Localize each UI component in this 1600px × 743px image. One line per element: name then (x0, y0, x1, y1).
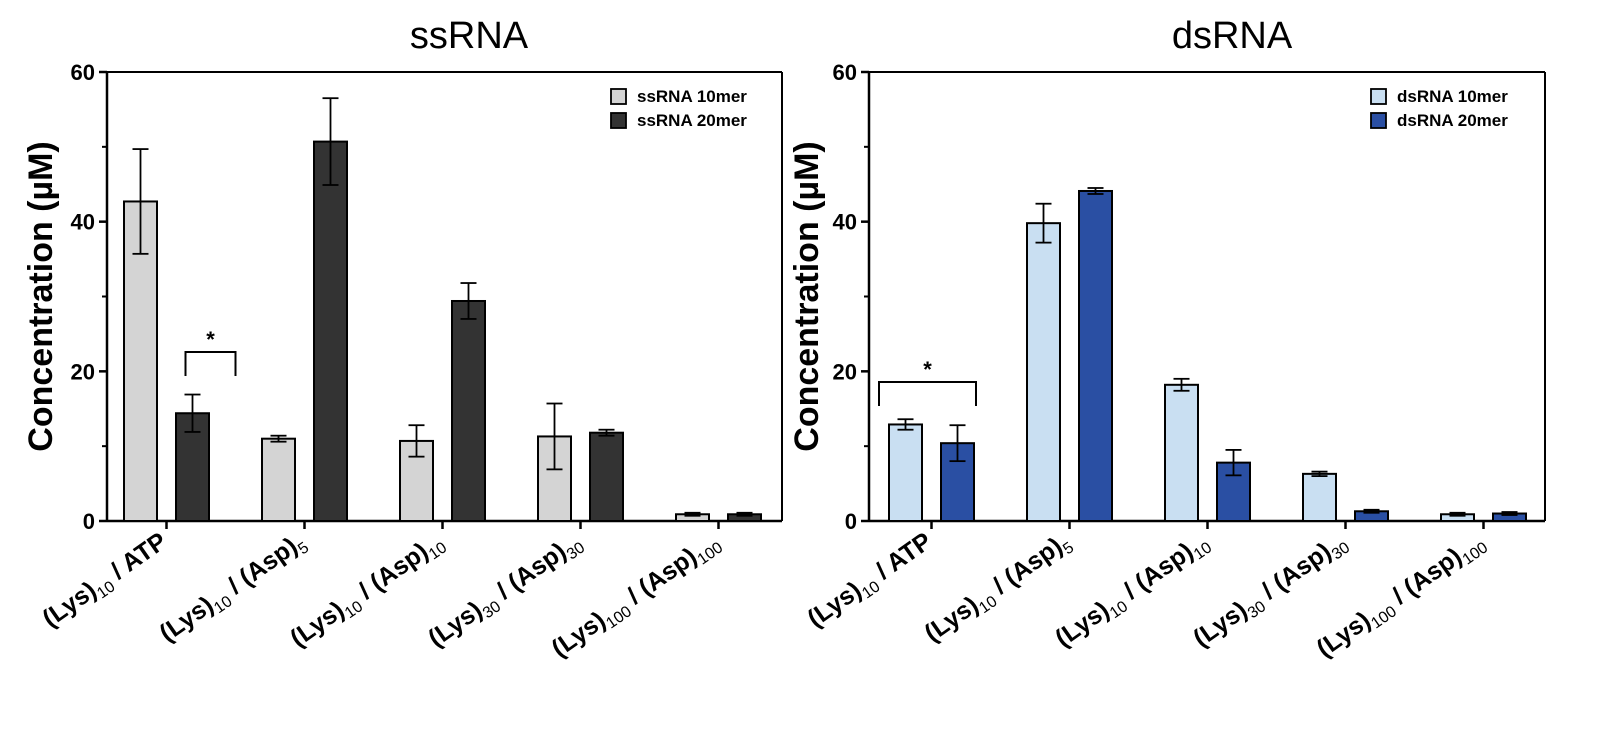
bar (261, 437, 296, 522)
legend-label: dsRNA 10mer (1397, 87, 1508, 106)
bar (1302, 472, 1337, 523)
legend-swatch (1370, 88, 1387, 105)
significance-bracket (878, 381, 977, 406)
legend-swatch (610, 88, 627, 105)
category-text: (Lys) (547, 606, 611, 663)
category-text: / (Asp) (486, 537, 571, 609)
y-axis-label: Concentration (µM) (22, 141, 60, 451)
category-text: / (Asp) (1382, 542, 1467, 614)
category-text: (Lys) (1050, 596, 1114, 653)
category-text: / (Asp) (348, 537, 433, 609)
y-tick-label: 0 (845, 509, 857, 534)
chart-title: dsRNA (1172, 15, 1293, 57)
bar (537, 435, 572, 522)
dsrna-chart-panel: dsRNA Concentration (µM) 0 20 40 60 (Lys)10 / … (788, 15, 1546, 663)
bar (1026, 222, 1061, 522)
category-text: / (Asp) (617, 542, 702, 614)
category-text: / (Asp) (1113, 537, 1198, 609)
category-text: (Lys) (423, 596, 487, 653)
significance-marker: * (206, 327, 215, 352)
y-tick-label: 0 (83, 509, 95, 534)
category-text: (Lys) (154, 591, 218, 648)
bar (1164, 383, 1199, 523)
bar (451, 299, 486, 522)
y-tick-label: 40 (833, 210, 857, 235)
chart-title: ssRNA (410, 15, 529, 57)
category-text: (Lys) (1312, 606, 1376, 663)
x-category-label: (Lys)10 / (Asp)10 (285, 527, 450, 656)
x-category-label: (Lys)10 / ATP (37, 527, 174, 636)
category-text: (Lys) (919, 591, 983, 648)
legend-swatch (1370, 112, 1387, 129)
bar (1078, 189, 1113, 523)
y-tick-label: 40 (71, 210, 95, 235)
y-tick-label: 20 (71, 359, 95, 384)
category-text: / (Asp) (1251, 537, 1336, 609)
category-text: (Lys) (802, 576, 866, 633)
category-text: / (Asp) (982, 532, 1067, 604)
significance-bracket (184, 351, 237, 376)
y-tick-label: 20 (833, 359, 857, 384)
category-text: / (Asp) (217, 532, 302, 604)
ssrna-chart-panel: ssRNA Concentration (µM) 0 20 40 60 (Lys)10 / … (22, 15, 783, 663)
x-category-label: (Lys)10 / ATP (802, 527, 939, 636)
legend-label: ssRNA 20mer (637, 111, 747, 130)
significance-marker: * (923, 357, 932, 382)
bar (589, 431, 624, 522)
category-text: (Lys) (37, 576, 101, 633)
category-text: / ATP (865, 527, 937, 589)
legend-swatch (610, 112, 627, 129)
category-text: (Lys) (285, 596, 349, 653)
legend-label: ssRNA 10mer (637, 87, 747, 106)
category-text: / ATP (100, 527, 172, 589)
legend-label: dsRNA 20mer (1397, 111, 1508, 130)
y-axis-label: Concentration (µM) (788, 141, 826, 451)
y-tick-label: 60 (833, 60, 857, 85)
category-text: (Lys) (1188, 596, 1252, 653)
bar (888, 423, 923, 522)
y-tick-label: 60 (71, 60, 95, 85)
x-category-label: (Lys)10 / (Asp)10 (1050, 527, 1215, 656)
bar (313, 140, 348, 522)
